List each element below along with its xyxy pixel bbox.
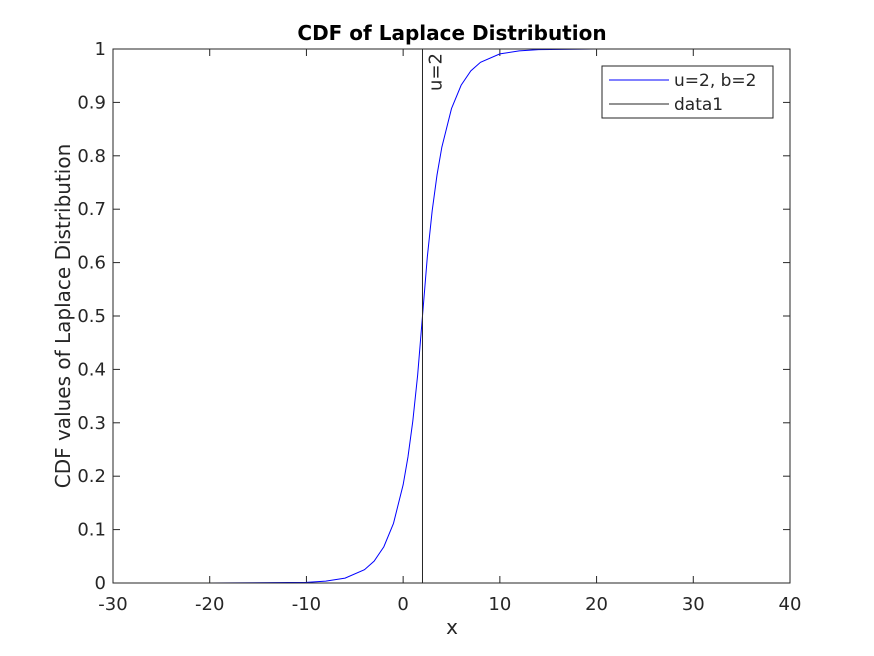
x-tick-label: -20 xyxy=(195,594,224,615)
y-tick-label: 1 xyxy=(95,39,106,60)
y-tick-label: 0.4 xyxy=(77,359,106,380)
plot-area: -30 -20 -10 0 10 20 30 40 0 0.1 0.2 0.3 0.4 0.5 0.6 0.7… xyxy=(77,39,801,615)
x-tick-label: 40 xyxy=(779,594,802,615)
mean-annotation: u=2 xyxy=(425,53,446,91)
x-tick-label: 30 xyxy=(682,594,705,615)
y-tick-label: 0.3 xyxy=(77,413,106,434)
legend: u=2, b=2 data1 xyxy=(601,65,774,119)
y-tick-label: 0 xyxy=(95,573,106,594)
x-axis-label: x xyxy=(446,615,458,639)
y-tick-label: 0.5 xyxy=(77,306,106,327)
y-tick-label: 0.6 xyxy=(77,253,106,274)
y-tick-label: 0.2 xyxy=(77,466,106,487)
x-tick-label: 10 xyxy=(488,594,511,615)
y-axis-label: CDF values of Laplace Distribution xyxy=(51,144,75,489)
chart-title: CDF of Laplace Distribution xyxy=(297,21,606,45)
x-tick-label: -10 xyxy=(292,594,321,615)
axes-box xyxy=(112,48,791,584)
y-tick-label: 0.8 xyxy=(77,146,106,167)
y-tick-label: 0.1 xyxy=(77,520,106,541)
y-tick-label: 0.9 xyxy=(77,92,106,113)
x-tick-label: 20 xyxy=(585,594,608,615)
legend-entry-label: u=2, b=2 xyxy=(674,71,757,91)
x-tick-label: -30 xyxy=(98,594,127,615)
legend-entry-label: data1 xyxy=(674,95,723,115)
y-tick-label: 0.7 xyxy=(77,199,106,220)
x-tick-label: 0 xyxy=(397,594,408,615)
axes-background xyxy=(113,49,790,583)
legend-box xyxy=(601,65,774,119)
